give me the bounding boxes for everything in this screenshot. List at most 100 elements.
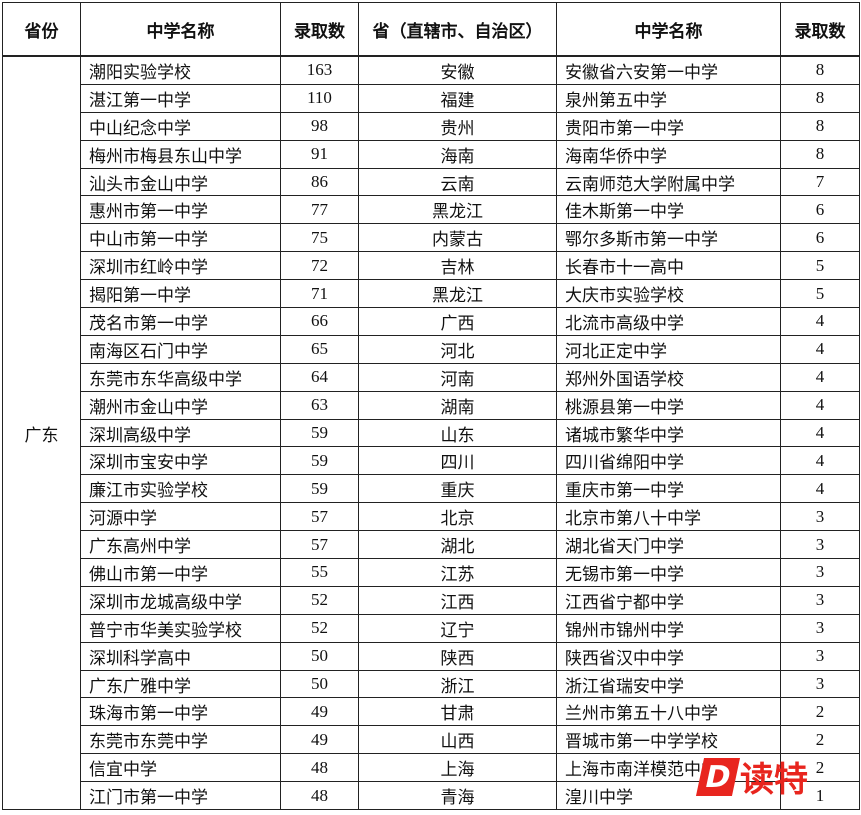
school-name: 潮州市金山中学 <box>80 390 281 420</box>
province: 山西 <box>358 725 557 755</box>
admission-count: 4 <box>780 307 860 336</box>
table-body: 广东 潮阳实验学校 163 安徽 安徽省六安第一中学 8 湛江第一中学 110 福建 泉州第五中学… <box>2 55 860 811</box>
table-row: 深圳科学高中 50 陕西 陕西省汉中中学 3 <box>3 641 860 671</box>
watermark-text: 读特 <box>740 760 808 800</box>
admission-count: 64 <box>280 362 359 392</box>
admission-count: 1 <box>780 781 860 811</box>
table-row: 深圳市龙城高级中学 52 江西 江西省宁都中学 3 <box>3 585 860 615</box>
admission-count: 66 <box>280 307 359 336</box>
admission-count: 59 <box>280 474 359 504</box>
admission-count: 8 <box>780 139 860 169</box>
province: 黑龙江 <box>358 279 557 309</box>
school-name: 梅州市梅县东山中学 <box>80 139 281 169</box>
province: 吉林 <box>358 251 557 281</box>
province: 辽宁 <box>358 613 557 643</box>
admission-count: 63 <box>280 390 359 420</box>
admission-count: 59 <box>280 418 359 448</box>
school-name: 河北正定中学 <box>556 334 781 364</box>
admission-count: 2 <box>780 753 860 783</box>
admission-count: 2 <box>780 697 860 727</box>
watermark-logo: D <box>695 757 741 796</box>
province-cell: 广东 <box>2 55 81 811</box>
province: 北京 <box>358 502 557 532</box>
table-row: 深圳高级中学 59 山东 诸城市繁华中学 4 <box>3 418 860 448</box>
school-name: 东莞市东莞中学 <box>80 725 281 755</box>
table-row: 珠海市第一中学 49 甘肃 兰州市第五十八中学 2 <box>3 697 860 727</box>
school-name: 信宜中学 <box>80 753 281 783</box>
school-name: 东莞市东华高级中学 <box>80 362 281 392</box>
province: 广西 <box>358 307 557 336</box>
admission-count: 2 <box>780 725 860 755</box>
table-row: 深圳市红岭中学 72 吉林 长春市十一高中 5 <box>3 251 860 281</box>
admission-count: 5 <box>780 251 860 281</box>
admission-count: 7 <box>780 167 860 197</box>
table-row: 信宜中学 48 上海 上海市南洋模范中学 2 <box>3 753 860 783</box>
admission-count: 57 <box>280 530 359 560</box>
header-cell: 省份 <box>2 2 81 57</box>
province: 江苏 <box>358 558 557 587</box>
school-name: 湖北省天门中学 <box>556 530 781 560</box>
school-name: 广东高州中学 <box>80 530 281 560</box>
province: 上海 <box>358 753 557 783</box>
school-name: 安徽省六安第一中学 <box>556 55 781 85</box>
school-name: 晋城市第一中学学校 <box>556 725 781 755</box>
table-row: 潮州市金山中学 63 湖南 桃源县第一中学 4 <box>3 390 860 420</box>
school-name: 长春市十一高中 <box>556 251 781 281</box>
school-name: 佳木斯第一中学 <box>556 195 781 225</box>
admission-count: 57 <box>280 502 359 532</box>
school-name: 云南师范大学附属中学 <box>556 167 781 197</box>
school-name: 湛江第一中学 <box>80 83 281 113</box>
school-name: 中山纪念中学 <box>80 111 281 141</box>
province: 山东 <box>358 418 557 448</box>
table-row: 广东高州中学 57 湖北 湖北省天门中学 3 <box>3 530 860 560</box>
table-row: 江门市第一中学 48 青海 湟川中学 1 <box>3 781 860 811</box>
header-cell: 录取数 <box>780 2 860 57</box>
school-name: 揭阳第一中学 <box>80 279 281 309</box>
table-row: 廉江市实验学校 59 重庆 重庆市第一中学 4 <box>3 474 860 504</box>
school-name: 浙江省瑞安中学 <box>556 669 781 699</box>
table-row: 湛江第一中学 110 福建 泉州第五中学 8 <box>3 83 860 113</box>
header-cell: 中学名称 <box>80 2 281 57</box>
school-name: 深圳高级中学 <box>80 418 281 448</box>
admission-count: 52 <box>280 613 359 643</box>
school-name: 深圳科学高中 <box>80 641 281 671</box>
header-cell: 中学名称 <box>556 2 781 57</box>
school-name: 贵阳市第一中学 <box>556 111 781 141</box>
school-name: 泉州第五中学 <box>556 83 781 113</box>
province: 甘肃 <box>358 697 557 727</box>
watermark: D 读特 <box>695 752 808 801</box>
admission-count: 3 <box>780 558 860 587</box>
admission-count: 55 <box>280 558 359 587</box>
school-name: 潮阳实验学校 <box>80 55 281 85</box>
admission-count: 86 <box>280 167 359 197</box>
school-name: 四川省绵阳中学 <box>556 446 781 476</box>
school-name: 无锡市第一中学 <box>556 558 781 587</box>
admission-count: 77 <box>280 195 359 225</box>
school-name: 深圳市红岭中学 <box>80 251 281 281</box>
school-name: 江西省宁都中学 <box>556 585 781 615</box>
table-row: 中山市第一中学 75 内蒙古 鄂尔多斯市第一中学 6 <box>3 223 860 253</box>
admission-count: 3 <box>780 669 860 699</box>
school-name: 兰州市第五十八中学 <box>556 697 781 727</box>
province: 浙江 <box>358 669 557 699</box>
school-name: 广东广雅中学 <box>80 669 281 699</box>
admission-count: 3 <box>780 613 860 643</box>
school-name: 北京市第八十中学 <box>556 502 781 532</box>
table-row: 东莞市东莞中学 49 山西 晋城市第一中学学校 2 <box>3 725 860 755</box>
admission-count: 6 <box>780 223 860 253</box>
school-name: 惠州市第一中学 <box>80 195 281 225</box>
school-name: 上海市南洋模范中学 <box>556 753 781 783</box>
province: 陕西 <box>358 641 557 671</box>
school-name: 江门市第一中学 <box>80 781 281 811</box>
province: 湖北 <box>358 530 557 560</box>
school-name: 深圳市龙城高级中学 <box>80 585 281 615</box>
admission-count: 6 <box>780 195 860 225</box>
admission-count: 50 <box>280 669 359 699</box>
admission-count: 65 <box>280 334 359 364</box>
header-cell: 省（直辖市、自治区） <box>358 2 557 57</box>
table-row: 茂名市第一中学 66 广西 北流市高级中学 4 <box>3 307 860 336</box>
school-name: 佛山市第一中学 <box>80 558 281 587</box>
table-row: 普宁市华美实验学校 52 辽宁 锦州市锦州中学 3 <box>3 613 860 643</box>
header-row: 省份 中学名称 录取数 省（直辖市、自治区） 中学名称 录取数 <box>2 2 860 57</box>
